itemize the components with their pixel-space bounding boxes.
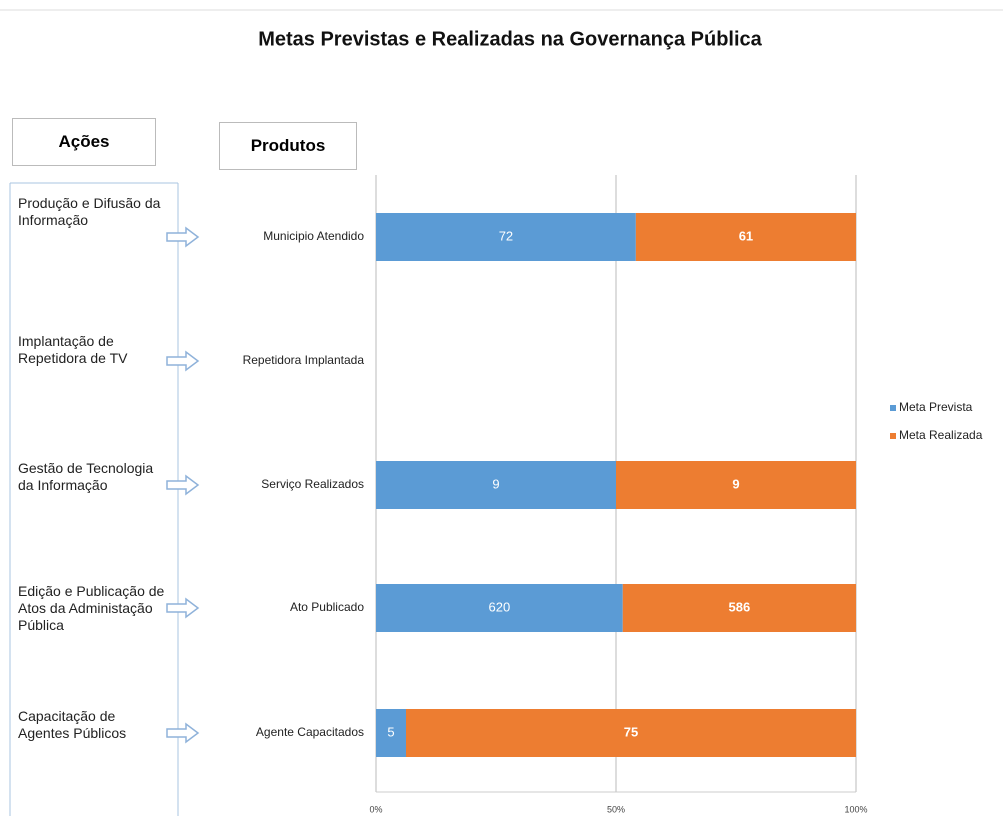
legend-label: Meta Prevista [899,400,973,414]
y-tick-label: Agente Capacitados [256,725,364,739]
bar-segment [622,584,856,632]
x-tick-label: 50% [607,804,625,814]
bar-segment [406,709,856,757]
action-label: Implantação de Repetidora de TV [18,333,128,366]
action-label: Produção e Difusão da Informação [18,195,161,228]
arrow [166,474,200,496]
arrow [166,350,200,372]
bar-segment [616,461,856,509]
chart-title: Metas Previstas e Realizadas na Governan… [258,28,762,50]
x-tick-label: 0% [369,804,382,814]
value-label: 61 [739,228,753,243]
value-label: 75 [624,724,638,739]
value-label: 9 [732,476,739,491]
actions-panel [9,182,179,816]
bar-segment [376,213,636,261]
bar-segment [376,709,406,757]
value-label: 9 [492,476,499,491]
y-tick-label: Municipio Atendido [263,229,364,243]
y-tick-label: Repetidora Implantada [243,353,365,367]
arrow [166,226,200,248]
y-tick-label: Serviço Realizados [261,477,364,491]
action-label: Capacitação de Agentes Públicos [18,708,127,741]
value-label: 620 [489,599,511,614]
products-header: Produtos [219,122,357,170]
value-label: 5 [387,724,394,739]
action-label: Gestão de Tecnologia da Informação [18,460,154,493]
legend-swatch [890,433,896,439]
bar-segment [376,461,616,509]
arrow [166,597,200,619]
arrow [166,722,200,744]
legend-swatch [890,405,896,411]
bar-segment [376,584,623,632]
legend-label: Meta Realizada [899,428,983,442]
bar-segment [635,213,856,261]
actions-header: Ações [12,118,156,166]
value-label: 586 [729,599,751,614]
value-label: 72 [499,228,513,243]
y-tick-label: Ato Publicado [290,600,364,614]
action-label: Edição e Publicação de Atos da Administa… [18,583,165,633]
x-tick-label: 100% [844,804,867,814]
